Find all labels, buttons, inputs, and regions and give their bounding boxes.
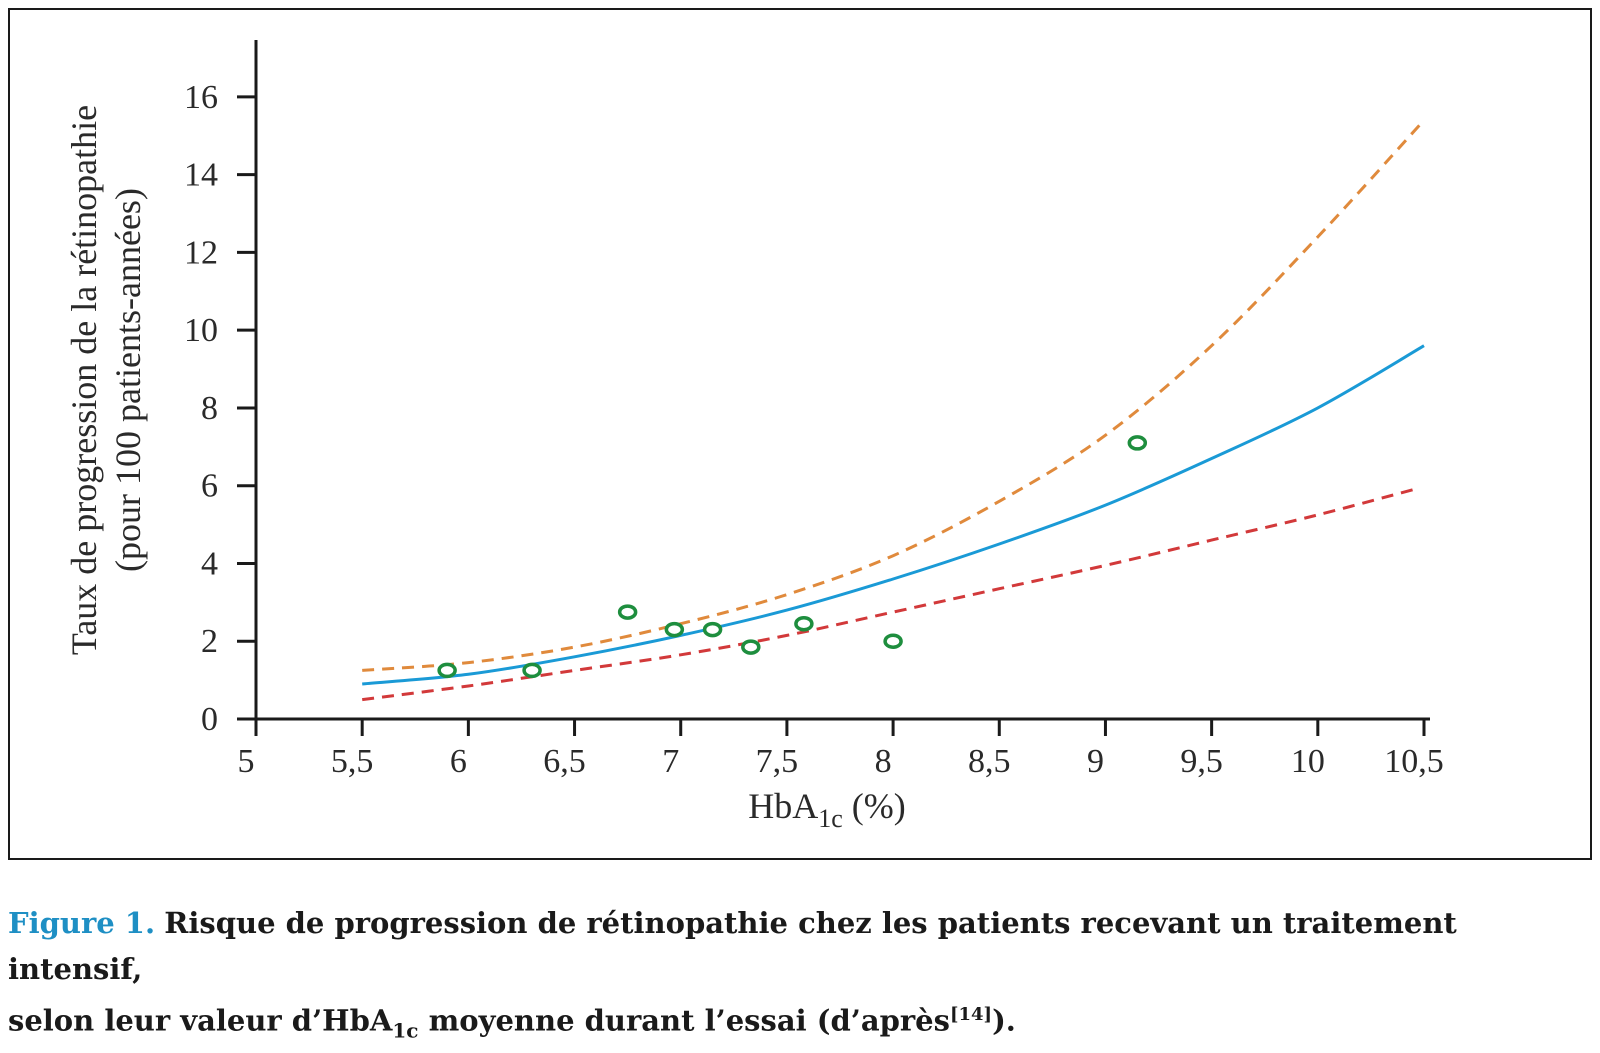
x-tick-label: 8,5 xyxy=(968,743,1011,780)
data-point xyxy=(437,662,457,679)
y-tick-label: 8 xyxy=(201,390,218,427)
y-tick-label: 16 xyxy=(184,79,218,116)
x-tick-label: 10 xyxy=(1291,743,1325,780)
y-axis-title-line1: Taux de progression de la rétinopathie xyxy=(64,105,104,655)
data-point xyxy=(664,621,685,638)
figure-label: Figure 1. xyxy=(8,906,156,940)
caption-line-1: Figure 1. Risque de progression de rétin… xyxy=(8,900,1592,992)
x-tick-label: 8 xyxy=(875,743,892,780)
x-ticks: 5 5,5 6 6,5 7 7,5 8 8,5 9 9,5 10 10,5 xyxy=(238,719,1444,780)
data-point xyxy=(883,633,903,649)
caption-text-1: Risque de progression de rétinopathie ch… xyxy=(8,906,1457,986)
points-layer xyxy=(437,435,1148,679)
data-point xyxy=(522,662,542,679)
x-axis-title: HbA1c (%) xyxy=(748,786,906,833)
data-point xyxy=(1127,435,1148,451)
data-point xyxy=(794,615,814,632)
x-tick-label: 7,5 xyxy=(756,743,799,780)
fitted-curve xyxy=(362,344,1425,686)
x-tick-label: 5,5 xyxy=(331,743,374,780)
y-axis-title: Taux de progression de la rétinopathie (… xyxy=(64,105,148,655)
x-tick-label: 9,5 xyxy=(1180,743,1223,780)
y-tick-label: 2 xyxy=(201,623,218,660)
data-point xyxy=(741,639,761,655)
x-tick-label: 5 xyxy=(238,743,255,780)
y-tick-label: 12 xyxy=(184,234,218,271)
caption-line-2: selon leur valeur d’HbA1c moyenne durant… xyxy=(8,1003,1016,1043)
data-point xyxy=(617,604,638,620)
y-axis-title-line2: (pour 100 patients-années) xyxy=(108,188,148,572)
series-layer xyxy=(362,119,1426,702)
upper-bound-curve xyxy=(362,119,1426,672)
lower-bound-curve xyxy=(362,488,1414,702)
chart: 5 5,5 6 6,5 7 7,5 8 8,5 9 9,5 10 10,5 0 2 4 6 8 10 12 14 16… xyxy=(64,40,1444,833)
x-tick-label: 6 xyxy=(450,743,467,780)
y-tick-label: 6 xyxy=(201,468,218,505)
figure-caption: Figure 1. Risque de progression de rétin… xyxy=(8,900,1592,1053)
y-tick-label: 0 xyxy=(201,701,218,738)
x-tick-label: 10,5 xyxy=(1384,743,1444,780)
x-tick-label: 6,5 xyxy=(543,743,586,780)
reference-marker: [14] xyxy=(949,1004,993,1025)
figure-frame xyxy=(8,8,1592,860)
y-tick-label: 4 xyxy=(201,545,218,582)
y-tick-label: 10 xyxy=(184,312,218,349)
data-point xyxy=(702,621,723,638)
axes xyxy=(237,40,1430,721)
x-tick-label: 7 xyxy=(662,743,679,780)
x-tick-label: 9 xyxy=(1087,743,1104,780)
y-ticks: 0 2 4 6 8 10 12 14 16 xyxy=(184,79,256,738)
y-tick-label: 14 xyxy=(184,157,218,194)
